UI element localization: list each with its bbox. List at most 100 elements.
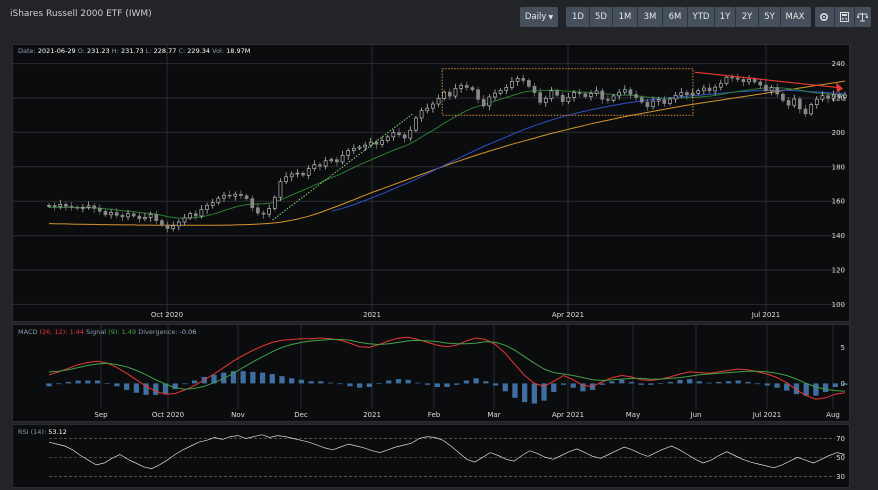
range-button-ytd[interactable]: YTD (692, 12, 710, 22)
candle-body (335, 159, 339, 163)
price-tick-label: 220 (832, 95, 845, 103)
candle-body (329, 159, 334, 162)
calculator-button[interactable] (835, 7, 853, 27)
candle-body (792, 98, 797, 106)
settings-button[interactable] (815, 7, 833, 27)
candle-body (385, 136, 390, 141)
candle-body (566, 97, 571, 102)
candle-body (600, 90, 605, 100)
candle-body (510, 81, 514, 88)
candle-body (611, 95, 616, 101)
candle-body (572, 92, 576, 98)
macd-histogram-bar (172, 383, 178, 390)
candle-body (549, 90, 554, 99)
candle-body (312, 164, 317, 169)
candle-body (419, 110, 424, 119)
candle-body (577, 92, 582, 94)
candle-body (301, 172, 305, 176)
candle-body (380, 140, 384, 145)
candle-body (216, 197, 221, 204)
range-separator (589, 7, 590, 27)
settings-icon (819, 12, 829, 22)
divergence-value: -0.06 (179, 328, 197, 336)
range-button-6m[interactable]: 6M (668, 12, 682, 22)
range-separator (780, 7, 781, 27)
candle-body (521, 78, 526, 81)
macd-histogram-bar (444, 383, 450, 387)
candle-body (645, 101, 650, 108)
macd-label: MACD (18, 328, 38, 336)
candle-body (160, 220, 164, 226)
candle-body (532, 86, 537, 93)
candle-body (498, 89, 503, 94)
candle-body (182, 217, 187, 223)
candle-body (758, 81, 763, 86)
candle-body (363, 144, 367, 148)
macd-histogram-bar (153, 383, 159, 395)
range-button-2y[interactable]: 2Y (741, 12, 753, 22)
close-value: 229.34 (187, 47, 211, 55)
candle-body (64, 203, 68, 207)
candle-body (453, 88, 458, 97)
macd-histogram-bar (318, 381, 324, 384)
candle-body (724, 76, 729, 84)
macd-histogram-bar (337, 383, 343, 385)
candle-body (628, 89, 633, 95)
range-button-3m[interactable]: 3M (643, 12, 657, 22)
candle-body (154, 214, 159, 221)
macd-histogram-bar (298, 379, 305, 384)
candle-body (103, 210, 108, 216)
range-button-5d[interactable]: 5D (595, 12, 607, 22)
candle-body (809, 104, 813, 115)
macd-histogram-bar (143, 383, 149, 395)
candle-body (210, 202, 215, 206)
range-button-5y[interactable]: 5Y (764, 12, 775, 22)
chart-title: iShares Russell 2000 ETF (IWM) (10, 9, 152, 19)
candle-body (97, 208, 102, 212)
candle-body (662, 99, 667, 104)
range-button-max[interactable]: MAX (785, 12, 805, 22)
candle-body (769, 87, 774, 92)
macd-histogram-bar (415, 382, 421, 384)
macd-histogram-bar (327, 382, 334, 384)
macd-histogram-bar (75, 380, 81, 384)
candle-body (606, 98, 610, 101)
candle-body (306, 168, 311, 176)
macd-histogram-bar (842, 383, 848, 385)
range-button-1y[interactable]: 1Y (719, 12, 731, 22)
candle-body (476, 89, 480, 100)
price-chart[interactable]: 100 120 140 160 180 200 220 240 Oct 2020 2021 Apr … (13, 45, 849, 321)
range-button-1m[interactable]: 1M (618, 12, 632, 22)
macd-x-tick-label: 2021 (363, 411, 381, 419)
macd-x-tick-label: Oct 2020 (152, 411, 184, 419)
candle-body (679, 92, 684, 96)
candle-body (431, 103, 435, 109)
price-x-tick-label: Apr 2021 (552, 311, 584, 319)
macd-chart[interactable]: 0 5 Sep Oct 2020 Nov Dec 2021 Feb Mar Apr 2021 May… (13, 325, 849, 421)
macd-histogram-bar (667, 381, 673, 384)
macd-line (48, 336, 846, 400)
macd-histogram-bar (133, 383, 140, 393)
macd-histogram-bar (124, 383, 130, 390)
rsi-chart[interactable]: 30 50 70 (13, 425, 849, 487)
price-tick-label: 180 (832, 163, 845, 171)
candle-body (622, 89, 627, 93)
macd-histogram-bar (793, 383, 800, 395)
price-x-tick-label: Jul 2021 (751, 311, 781, 319)
candle-body (199, 209, 204, 217)
macd-histogram-bar (502, 383, 508, 392)
macd-x-tick-label: Aug (826, 411, 840, 419)
candle-body (803, 108, 808, 115)
macd-histogram-bar (725, 381, 732, 384)
candle-body (137, 215, 142, 220)
macd-x-tick-label: Mar (487, 411, 500, 419)
balance-button[interactable] (854, 7, 871, 27)
macd-histogram-bar (580, 383, 586, 392)
interval-dropdown[interactable]: Daily ▼ (520, 7, 558, 27)
candle-body (318, 164, 322, 167)
candle-body (391, 132, 396, 138)
sma20-line (48, 87, 846, 219)
macd-histogram-bar (211, 374, 217, 384)
range-button-1d[interactable]: 1D (572, 12, 584, 22)
macd-tick-label: 0 (841, 380, 845, 388)
